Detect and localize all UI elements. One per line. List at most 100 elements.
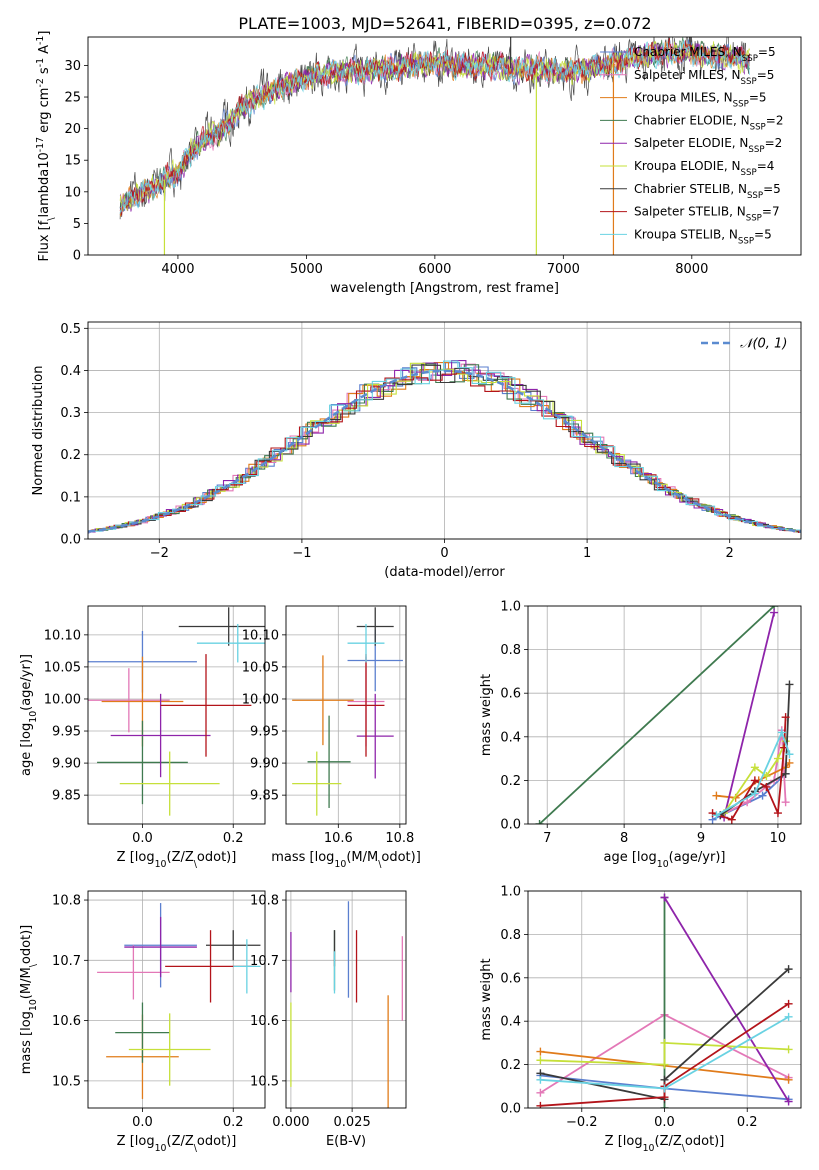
- x-tick-label: −0.2: [566, 1115, 598, 1130]
- y-tick-label: 10.10: [44, 628, 81, 643]
- y-axis-label: Flux [f\lambda10-17 erg cm-2 s-1 A-1]: [35, 31, 57, 262]
- x-tick-label: 0: [440, 546, 448, 561]
- legend-label: Kroupa MILES, NSSP=5: [634, 91, 767, 110]
- y-axis-label: mass weight: [479, 958, 494, 1040]
- weight-marker: [727, 815, 736, 824]
- y-tick-label: 0.8: [500, 928, 521, 943]
- weight-line-8: [712, 717, 787, 821]
- axes-frame: [87, 605, 266, 825]
- y-tick-label: 15: [64, 154, 81, 169]
- plot-area: [88, 607, 265, 816]
- x-axis-label: mass [log10(M/M\odot)]: [271, 850, 421, 870]
- y-tick-label: 0.0: [500, 818, 521, 833]
- x-tick-label: 0.2: [737, 1115, 758, 1130]
- weight-marker: [536, 1075, 545, 1084]
- y-axis-label: Normed distribution: [31, 366, 46, 496]
- y-axis-label: mass [log10(M/M\odot)]: [19, 925, 39, 1075]
- y-tick-label: 10.5: [250, 1074, 279, 1089]
- y-tick-label: 0.8: [500, 643, 521, 658]
- spectrum-legend: Chabrier MILES, NSSP=5 Salpeter MILES, NS…: [600, 45, 783, 246]
- weight-marker: [536, 1088, 545, 1097]
- normal-curve: [88, 369, 801, 533]
- y-tick-label: 10.00: [44, 692, 81, 707]
- weight-marker: [536, 1056, 545, 1065]
- x-tick-label: 0.2: [223, 1115, 244, 1130]
- axes-frame: [87, 890, 266, 1109]
- weight-marker: [785, 680, 794, 689]
- weight-line-6: [540, 1041, 789, 1066]
- weight-line-4: [538, 606, 775, 824]
- y-tick-label: 30: [64, 59, 81, 74]
- y-axis-label: mass weight: [479, 674, 494, 756]
- y-tick-label: 0.2: [500, 774, 521, 789]
- legend-label: Kroupa STELIB, NSSP=5: [634, 227, 772, 246]
- y-tick-label: 10.05: [44, 660, 81, 675]
- weight-marker: [660, 1104, 669, 1108]
- x-axis-label: (data-model)/error: [384, 565, 505, 580]
- weight-marker: [660, 1038, 669, 1047]
- weight-marker: [750, 776, 759, 785]
- panel-massweight-vs-age: 7 8 9 10 0.0 0.2 0.4 0.6 0.8 1.0 age [log10(age/yr…: [479, 600, 802, 870]
- y-tick-label: 0.4: [60, 364, 81, 379]
- y-tick-label: 9.85: [250, 789, 279, 804]
- plot-area: [536, 893, 793, 1108]
- y-tick-label: 10.6: [52, 1014, 81, 1029]
- panel-residuals: −2 −1 0 1 2 0.0 0.1 0.2 0.3 0.4 0.5 (data-model)/er…: [31, 321, 802, 580]
- y-tick-label: 10: [64, 185, 81, 200]
- y-tick-label: 10.00: [242, 692, 279, 707]
- panel-mass-vs-EBV: 0.000 0.025 10.5 10.6 10.7 10.8 E(B-V): [250, 890, 407, 1149]
- weight-marker: [712, 791, 721, 800]
- x-tick-label: 0.0: [132, 1115, 153, 1130]
- weight-marker: [535, 820, 544, 824]
- panel-age-vs-Z: 0.0 0.2 9.85 9.90 9.95 10.00 10.05 10.10 Z [log1…: [19, 605, 266, 870]
- x-axis-label: E(B-V): [326, 1134, 366, 1149]
- panel-age-vs-mass: 10.6 10.8 9.85 9.90 9.95 10.00 10.05 10.10 mass …: [242, 605, 421, 870]
- x-tick-label: 10.6: [324, 831, 353, 846]
- plot-area: [292, 607, 403, 816]
- y-tick-label: 10.05: [242, 660, 279, 675]
- y-tick-label: 10.8: [250, 894, 279, 909]
- plot-area: [119, 37, 750, 255]
- legend-label: Salpeter MILES, NSSP=5: [634, 68, 774, 87]
- plot-area: [97, 903, 261, 1099]
- histogram-step-7: [88, 364, 801, 533]
- legend-label: Kroupa ELODIE, NSSP=4: [634, 159, 774, 178]
- axes-frame: [87, 321, 802, 540]
- histogram-step-9: [88, 360, 801, 533]
- axes-frame: [87, 36, 802, 256]
- legend-label: 𝒩(0, 1): [740, 337, 787, 352]
- y-tick-label: 0.0: [60, 533, 81, 548]
- weight-marker: [660, 1093, 669, 1102]
- plot-area: [88, 360, 801, 534]
- weight-marker: [762, 772, 771, 781]
- weight-line-9: [715, 729, 791, 817]
- y-tick-label: 9.85: [52, 789, 81, 804]
- weight-line-5: [723, 612, 775, 818]
- x-tick-label: 0.2: [223, 831, 244, 846]
- y-tick-label: 0.6: [500, 971, 521, 986]
- y-tick-label: 0.1: [60, 490, 81, 505]
- y-tick-label: 10.10: [242, 628, 279, 643]
- y-tick-label: 1.0: [500, 885, 521, 900]
- weight-marker: [781, 798, 790, 807]
- y-tick-label: 9.90: [52, 757, 81, 772]
- figure-title: PLATE=1003, MJD=52641, FIBERID=0395, z=0…: [238, 14, 651, 33]
- x-tick-label: 6000: [418, 262, 451, 277]
- axes-frame: [285, 890, 407, 1109]
- x-tick-label: −1: [292, 546, 311, 561]
- axes-frame: [527, 605, 802, 825]
- y-tick-label: 0.2: [500, 1058, 521, 1073]
- y-tick-label: 10.8: [52, 894, 81, 909]
- x-tick-label: 8000: [675, 262, 708, 277]
- y-tick-label: 0.0: [500, 1102, 521, 1117]
- weight-marker: [660, 893, 669, 902]
- x-axis-label: age [log10(age/yr)]: [604, 850, 726, 870]
- x-tick-label: 10.8: [385, 831, 414, 846]
- y-tick-label: 0.2: [60, 448, 81, 463]
- weight-marker: [660, 1084, 669, 1093]
- x-tick-label: 0.0: [654, 1115, 675, 1130]
- weight-marker: [750, 789, 759, 798]
- x-tick-label: 0.000: [272, 1115, 309, 1130]
- weight-marker: [660, 1060, 669, 1069]
